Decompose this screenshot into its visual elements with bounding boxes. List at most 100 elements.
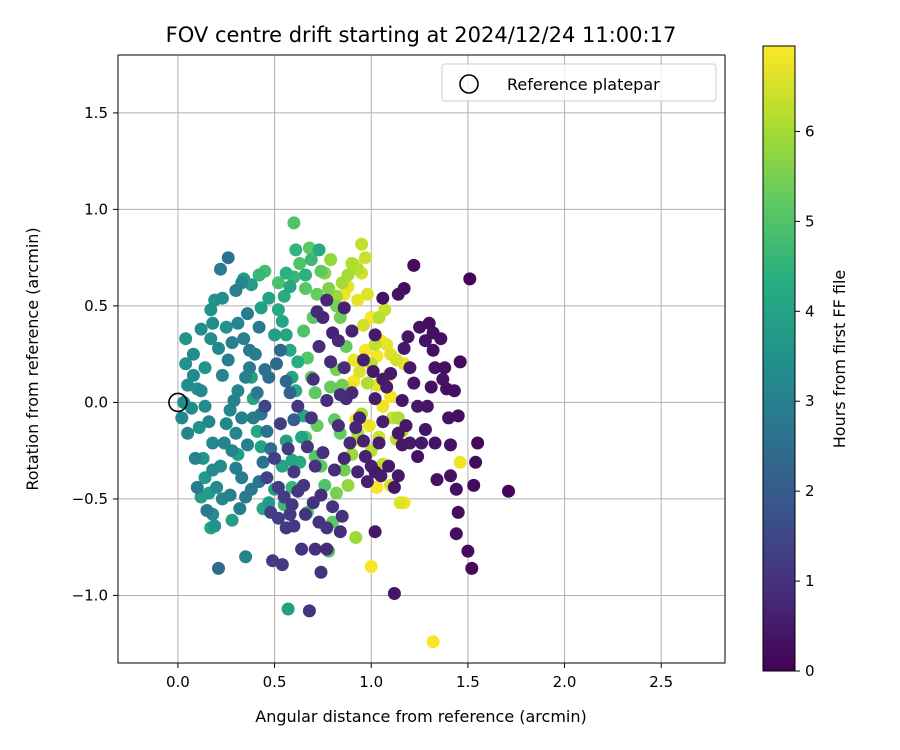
data-point: [204, 332, 218, 346]
data-point: [316, 311, 330, 324]
data-point: [289, 243, 303, 257]
data-point: [322, 282, 336, 295]
data-point: [418, 423, 432, 436]
data-point: [281, 442, 295, 456]
data-point: [225, 336, 239, 350]
data-point: [370, 480, 384, 494]
data-point: [401, 330, 415, 344]
data-point: [281, 602, 295, 616]
data-point: [415, 436, 428, 450]
data-point: [285, 453, 299, 467]
legend-label: Reference platepar: [507, 75, 660, 94]
data-point: [329, 486, 343, 500]
data-point: [387, 480, 401, 494]
data-point: [328, 463, 341, 477]
data-point: [312, 340, 326, 353]
data-point: [430, 473, 444, 487]
y-tick-label: 1.0: [84, 200, 108, 218]
data-point: [271, 276, 285, 290]
data-point: [337, 463, 351, 477]
y-tick-label: −1.0: [72, 586, 108, 604]
data-point: [372, 436, 386, 450]
data-point: [471, 436, 485, 450]
data-point: [252, 320, 266, 334]
data-point: [345, 386, 359, 400]
data-point: [308, 542, 322, 556]
data-point: [314, 565, 328, 579]
data-point: [349, 531, 363, 544]
data-point: [382, 459, 396, 473]
data-point: [366, 365, 380, 378]
data-point: [223, 488, 237, 502]
data-point: [469, 455, 483, 469]
data-point: [214, 262, 227, 276]
data-point: [279, 328, 293, 342]
data-point: [453, 355, 467, 369]
data-point: [271, 303, 285, 317]
data-point: [449, 527, 463, 541]
data-point: [181, 426, 195, 440]
data-point: [355, 237, 369, 251]
data-point: [277, 289, 291, 303]
data-point: [215, 291, 229, 305]
x-tick-label: 0.0: [166, 673, 190, 691]
data-point: [389, 353, 403, 367]
data-point: [403, 361, 417, 375]
data-point: [357, 353, 370, 367]
data-point: [275, 314, 289, 328]
data-point: [358, 450, 372, 463]
data-point: [179, 332, 193, 346]
data-point: [345, 324, 359, 338]
data-point: [465, 561, 479, 575]
data-point: [358, 251, 372, 265]
data-point: [304, 411, 318, 425]
x-tick-label: 1.0: [359, 673, 383, 691]
data-point: [461, 544, 475, 558]
data-point: [428, 361, 442, 375]
data-point: [347, 353, 361, 367]
data-point: [262, 291, 276, 305]
data-point: [287, 465, 301, 479]
data-point: [312, 243, 326, 257]
data-point: [368, 338, 382, 351]
data-point: [467, 478, 481, 492]
data-point: [320, 293, 334, 307]
data-point: [188, 451, 202, 465]
data-point: [219, 417, 233, 431]
data-point: [300, 440, 314, 454]
data-point: [233, 502, 247, 516]
data-point: [273, 343, 287, 357]
data-point: [287, 519, 301, 533]
data-point: [231, 316, 245, 330]
data-point: [229, 426, 243, 440]
data-point: [206, 316, 220, 330]
data-point: [279, 374, 293, 388]
data-point: [351, 293, 365, 307]
data-point: [440, 382, 454, 396]
data-point: [291, 355, 305, 369]
data-point: [194, 322, 208, 336]
data-point: [175, 411, 189, 425]
data-point: [256, 455, 270, 469]
x-tick-label: 2.0: [553, 673, 577, 691]
data-point: [420, 399, 434, 413]
y-tick-label: 0.0: [84, 393, 108, 411]
data-point: [362, 419, 376, 433]
data-point: [411, 399, 425, 413]
data-point: [212, 561, 225, 575]
data-point: [250, 424, 264, 438]
data-point: [250, 386, 264, 400]
data-point: [351, 465, 365, 479]
data-point: [502, 484, 515, 498]
plot-area: [118, 55, 725, 663]
data-point: [275, 558, 289, 572]
y-tick-label: −0.5: [72, 490, 108, 508]
data-point: [260, 471, 274, 485]
data-point: [407, 376, 421, 390]
data-point: [337, 361, 351, 375]
data-point: [235, 471, 249, 485]
data-point: [337, 451, 351, 465]
data-point: [225, 513, 239, 527]
data-point: [179, 357, 193, 371]
data-point: [229, 284, 243, 297]
